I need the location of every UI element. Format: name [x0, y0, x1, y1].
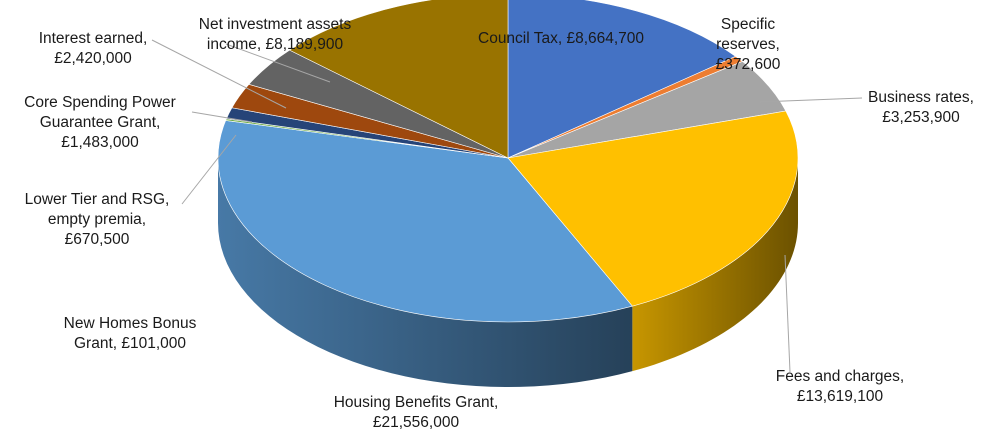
slice-side-housing-benefits-grant [218, 158, 633, 387]
data-label-fees-and-charges: Fees and charges, £13,619,100 [776, 368, 904, 405]
data-label-new-homes-bonus-grant: New Homes Bonus Grant, £101,000 [64, 315, 197, 352]
data-label-interest-earned: Interest earned, £2,420,000 [39, 30, 148, 67]
slice-council-tax [507, 0, 737, 159]
leader-line-lower-tier-and-rsg-empty-premia [181, 134, 237, 205]
pie-sides [218, 158, 798, 387]
data-label-housing-benefits-grant: Housing Benefits Grant, £21,556,000 [334, 394, 499, 430]
pie-top [217, 0, 799, 323]
slice-housing-benefits-grant [217, 120, 633, 323]
slice-side-fees-and-charges [632, 158, 798, 372]
data-label-specific-reserves: Specific reserves, £372,600 [716, 16, 781, 73]
leader-line-business-rates [759, 97, 863, 103]
data-label-core-spending-power-guarantee-grant: Core Spending Power Guarantee Grant, £1,48… [24, 94, 176, 151]
slice-fees-and-charges [507, 110, 799, 307]
data-label-net-investment-assets-income: Net investment assets income, £8,189,900 [199, 16, 352, 53]
data-labels: Council Tax, £8,664,700 Specific reserves,… [24, 16, 974, 431]
data-label-council-tax: Council Tax, £8,664,700 [478, 30, 644, 47]
leader-lines [151, 39, 863, 373]
leader-line-interest-earned [151, 39, 287, 109]
data-label-business-rates: Business rates, £3,253,900 [868, 89, 974, 126]
leader-line-core-spending-power-guarantee-grant [191, 111, 253, 123]
leader-line-fees-and-charges [784, 254, 791, 373]
slice-net-investment-assets-income [288, 0, 509, 159]
data-label-lower-tier-and-rsg-empty-premia: Lower Tier and RSG, empty premia, £670,500 [25, 191, 170, 248]
leader-line-net-investment-assets-income [225, 43, 331, 83]
